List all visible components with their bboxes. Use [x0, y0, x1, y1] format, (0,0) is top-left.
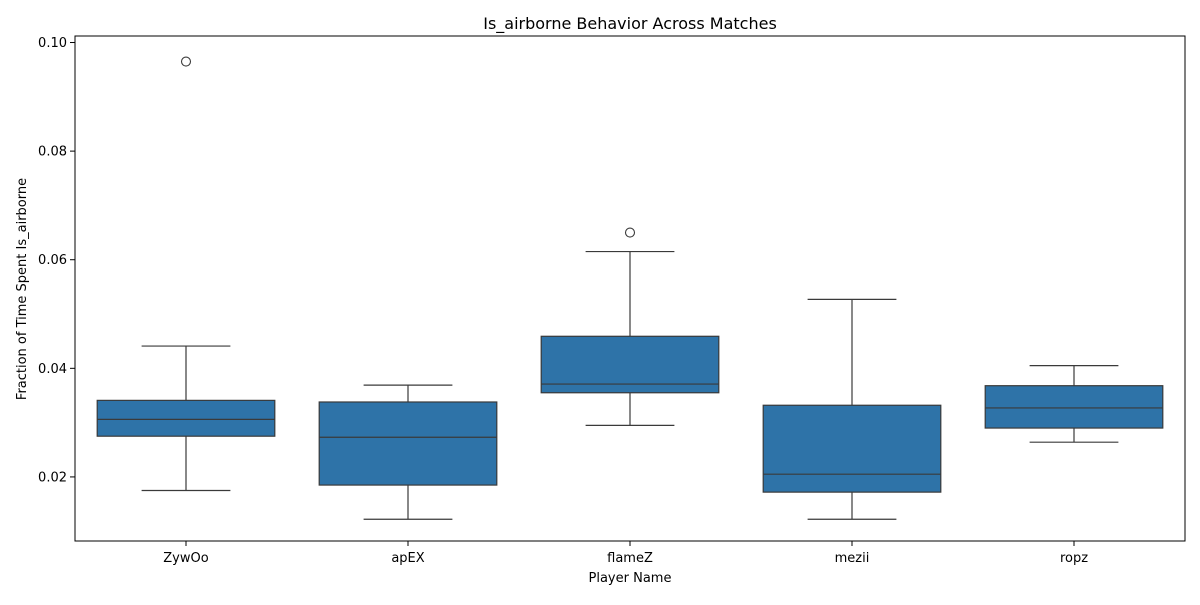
- iqr-box: [318, 401, 498, 486]
- x-axis-label: Player Name: [589, 571, 672, 586]
- chart-title: Is_airborne Behavior Across Matches: [483, 14, 777, 34]
- y-tick-label: 0.02: [38, 470, 67, 485]
- box-group-zywoo: [96, 56, 276, 492]
- iqr-box: [540, 335, 720, 394]
- x-tick-label: ZywOo: [163, 551, 208, 566]
- y-tick-label: 0.06: [38, 253, 67, 268]
- y-tick-label: 0.08: [38, 145, 67, 160]
- y-tick-label: 0.10: [38, 36, 67, 51]
- iqr-box: [96, 399, 276, 437]
- plot-area: 0.02 0.04 0.06 0.08 0.10 ZywOo apEX flameZ mezii…: [38, 35, 1186, 566]
- outlier-point: [180, 56, 192, 67]
- outlier-point: [624, 227, 636, 238]
- x-tick-label: apEX: [391, 551, 424, 566]
- x-tick-label: ropz: [1060, 551, 1088, 566]
- iqr-box: [984, 385, 1164, 429]
- x-tick-label: flameZ: [607, 551, 653, 566]
- y-tick-label: 0.04: [38, 362, 67, 377]
- iqr-box: [762, 404, 942, 493]
- box-group-ropz: [984, 365, 1164, 443]
- box-group-flamez: [540, 227, 720, 426]
- box-group-mezii: [762, 298, 942, 520]
- y-axis-label: Fraction of Time Spent Is_airborne: [15, 178, 30, 400]
- box-group-apex: [318, 384, 498, 520]
- x-tick-label: mezii: [835, 551, 870, 566]
